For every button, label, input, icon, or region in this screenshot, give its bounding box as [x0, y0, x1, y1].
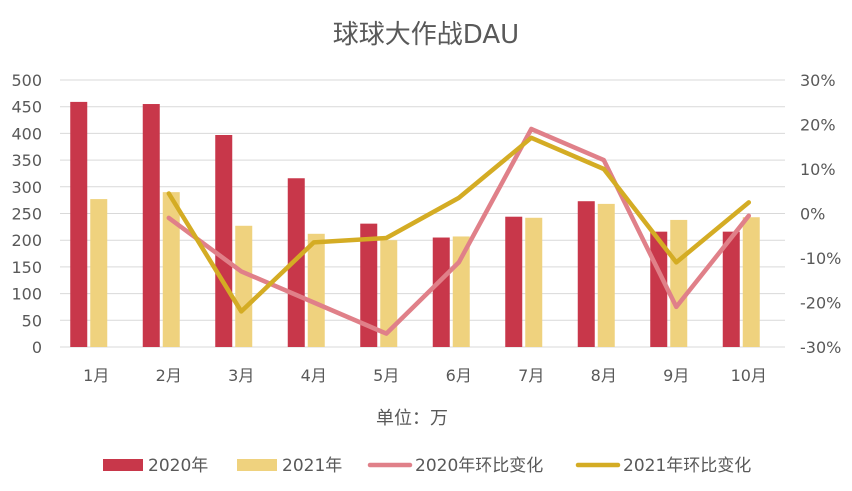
bar-2021	[162, 192, 180, 347]
y2-tick-label: 0%	[800, 205, 825, 224]
x-tick-label: 7月	[518, 366, 544, 385]
bar-2020	[505, 216, 523, 347]
x-tick-label: 5月	[373, 366, 399, 385]
legend: 2020年 2021年 2020年环比变化 2021年环比变化	[103, 456, 751, 476]
bar-2021	[452, 236, 470, 347]
y2-tick-label: 20%	[800, 116, 836, 135]
y2-tick-label: -10%	[800, 249, 841, 268]
bar-2020	[360, 223, 378, 347]
y-tick-label: 450	[11, 98, 42, 117]
bar-2021	[235, 225, 253, 347]
y-tick-label: 0	[32, 338, 42, 357]
legend-label: 2021年	[282, 456, 342, 476]
line-2020-mom	[166, 126, 752, 336]
bar-2021	[525, 217, 543, 347]
bar-2020	[722, 231, 740, 347]
legend-label: 2021年环比变化	[623, 456, 751, 476]
bar-2020	[142, 104, 160, 347]
bar-2020	[287, 178, 305, 347]
lines-layer	[166, 126, 752, 336]
y-tick-label: 200	[11, 231, 42, 250]
legend-swatch	[237, 459, 277, 471]
x-tick-label: 9月	[663, 366, 689, 385]
bar-2021	[597, 203, 615, 347]
bars-layer	[70, 101, 760, 347]
legend-label: 2020年	[148, 456, 208, 476]
legend-label: 2020年环比变化	[415, 456, 543, 476]
legend-swatch	[103, 459, 143, 471]
y2-tick-label: 10%	[800, 160, 836, 179]
x-axis-label: 单位：万	[376, 408, 448, 429]
line-2021-mom	[166, 135, 752, 314]
y2-tick-label: -20%	[800, 294, 841, 313]
chart-title: 球球大作战DAU	[333, 20, 519, 50]
bar-2021	[307, 233, 325, 347]
bar-2020	[432, 237, 450, 347]
bar-2020	[70, 101, 88, 347]
x-tick-label: 4月	[301, 366, 327, 385]
y-axis-left: 0 50 100 150 200 250 300 350 400 450 500	[11, 71, 42, 357]
y2-tick-label: -30%	[800, 338, 841, 357]
x-tick-label: 6月	[446, 366, 472, 385]
y-tick-label: 250	[11, 205, 42, 224]
bar-2021	[670, 219, 688, 347]
bar-2020	[215, 135, 233, 347]
bar-2021	[380, 240, 398, 347]
y2-tick-label: 30%	[800, 71, 836, 90]
y-tick-label: 300	[11, 178, 42, 197]
bar-2021	[90, 199, 108, 347]
bar-2021	[742, 217, 760, 347]
bar-2020	[577, 201, 595, 347]
y-tick-label: 150	[11, 258, 42, 277]
y-tick-label: 400	[11, 124, 42, 143]
y-tick-label: 50	[22, 311, 42, 330]
x-tick-label: 10月	[731, 366, 767, 385]
x-tick-label: 2月	[156, 366, 182, 385]
y-tick-label: 500	[11, 71, 42, 90]
x-tick-label: 3月	[228, 366, 254, 385]
x-axis: 1月 2月 3月 4月 5月 6月 7月 8月 9月 10月	[83, 366, 767, 385]
y-axis-right: -30% -20% -10% 0% 10% 20% 30%	[800, 71, 841, 357]
y-tick-label: 350	[11, 151, 42, 170]
x-tick-label: 1月	[83, 366, 109, 385]
x-tick-label: 8月	[591, 366, 617, 385]
y-tick-label: 100	[11, 285, 42, 304]
